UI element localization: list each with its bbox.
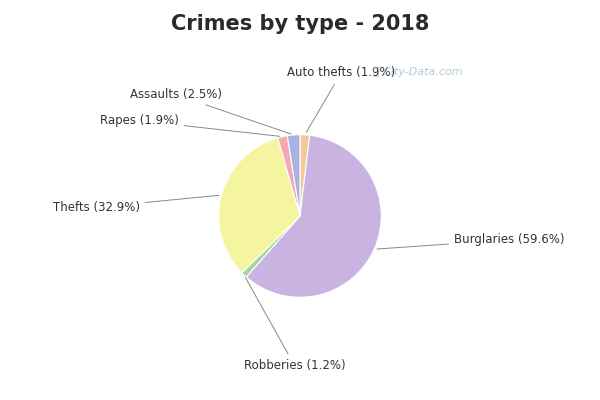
Text: ⓘ City-Data.com: ⓘ City-Data.com — [373, 66, 463, 76]
Wedge shape — [287, 135, 300, 216]
Wedge shape — [278, 136, 300, 216]
Text: Robberies (1.2%): Robberies (1.2%) — [244, 277, 346, 372]
Wedge shape — [219, 138, 300, 273]
Wedge shape — [246, 135, 381, 297]
Text: Thefts (32.9%): Thefts (32.9%) — [53, 195, 218, 214]
Text: Burglaries (59.6%): Burglaries (59.6%) — [377, 233, 565, 249]
Text: Assaults (2.5%): Assaults (2.5%) — [130, 88, 291, 134]
Text: Auto thefts (1.9%): Auto thefts (1.9%) — [287, 66, 395, 132]
Wedge shape — [242, 216, 300, 277]
Wedge shape — [300, 135, 310, 216]
Text: Crimes by type - 2018: Crimes by type - 2018 — [171, 14, 429, 34]
Text: Rapes (1.9%): Rapes (1.9%) — [100, 114, 280, 136]
